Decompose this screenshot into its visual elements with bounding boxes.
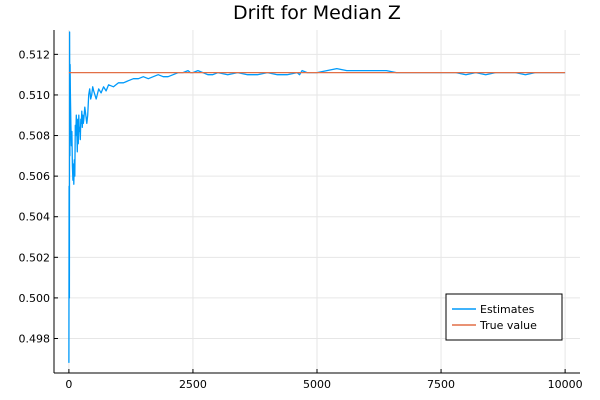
legend-box xyxy=(445,293,563,341)
y-tick-label-2: 0.502 xyxy=(19,251,51,264)
x-tick-label-2: 5000 xyxy=(303,378,331,391)
series-group xyxy=(68,31,566,363)
chart-title: Drift for Median Z xyxy=(233,2,401,24)
y-tick-label-4: 0.506 xyxy=(19,170,51,183)
x-tick-label-3: 7500 xyxy=(427,378,455,391)
y-tick-label-1: 0.500 xyxy=(19,292,51,305)
legend-label-true-value: True value xyxy=(479,319,537,332)
grid xyxy=(54,30,580,373)
y-tick-label-6: 0.510 xyxy=(19,89,51,102)
x-tick-label-0: 0 xyxy=(65,378,72,391)
legend-label-estimates: Estimates xyxy=(480,303,535,316)
series-line-estimates xyxy=(68,31,566,363)
legend: Estimates True value xyxy=(445,293,563,341)
y-ticks: 0.498 0.500 0.502 0.504 0.506 0.508 0.510 0.512 xyxy=(19,48,58,345)
y-tick-label-5: 0.508 xyxy=(19,130,51,143)
x-ticks: 0 2500 5000 7500 10000 xyxy=(65,369,583,391)
y-tick-label-7: 0.512 xyxy=(19,48,51,61)
y-tick-label-0: 0.498 xyxy=(19,332,51,345)
y-tick-label-3: 0.504 xyxy=(19,211,51,224)
x-tick-label-4: 10000 xyxy=(548,378,583,391)
x-tick-label-1: 2500 xyxy=(179,378,207,391)
